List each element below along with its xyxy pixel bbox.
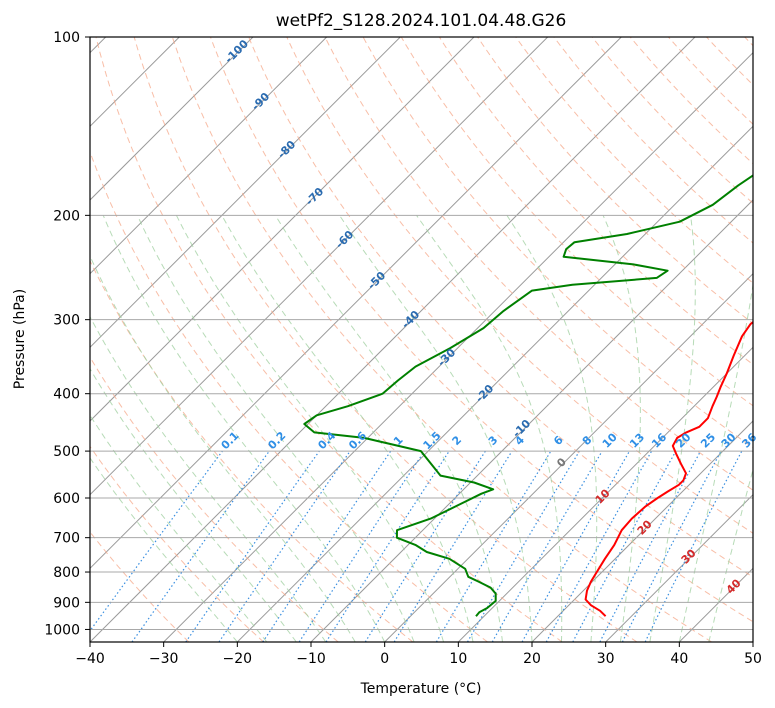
x-tick-label: −10 [296, 651, 326, 667]
mixing-ratio-line [185, 450, 320, 642]
moist-adiabat-line [90, 254, 356, 642]
mixing-ratio-line [90, 450, 223, 632]
moist-adiabat-line [102, 215, 386, 642]
y-tick-label: 400 [53, 387, 80, 403]
y-tick-label: 1000 [44, 622, 80, 638]
moist-adiabat-line [136, 215, 415, 642]
moist-adiabat-line [416, 215, 563, 642]
mixing-ratio-line [435, 450, 552, 642]
moist-adiabat-line [339, 215, 533, 642]
y-tick-label: 800 [53, 565, 80, 581]
x-tick-label: −40 [75, 651, 105, 667]
dry-adiabat-line [95, 37, 563, 642]
y-tick-label: 600 [53, 491, 80, 507]
isotherm-line [90, 37, 328, 275]
moist-adiabat-line [602, 215, 641, 642]
isotherm-line [384, 272, 753, 642]
y-tick-label: 100 [53, 30, 80, 46]
mixing-ratio-line [572, 450, 677, 642]
moist-adiabat-line [221, 215, 474, 642]
x-axis-title: Temperature (°C) [360, 681, 482, 697]
isotherm-line [90, 37, 475, 422]
moist-adiabat-line [90, 367, 297, 642]
x-tick-label: 10 [449, 651, 467, 667]
dry-adiabat-line [90, 445, 264, 642]
y-axis: 100 200 300 400 500 600 700 800 900 1000 [44, 30, 90, 638]
dry-adiabat-line [591, 37, 753, 204]
moist-adiabat-line [649, 215, 696, 642]
moist-adiabat-line [678, 282, 753, 642]
dry-adiabat-line [171, 37, 712, 642]
chart-title: wetPf2_S128.2024.101.04.48.G26 [276, 11, 567, 31]
y-axis-title: Pressure (hPa) [12, 289, 28, 389]
dry-adiabat-line [515, 37, 753, 284]
y-tick-label: 300 [53, 313, 80, 329]
mixing-ratio-line [131, 450, 270, 642]
moist-adiabat-line [274, 215, 503, 642]
moist-adiabat-line [90, 414, 268, 642]
mixing-ratio-line [491, 450, 603, 642]
isotherm-line [90, 37, 549, 496]
isotherm-line [605, 493, 753, 642]
dry-adiabat-line [362, 37, 753, 449]
x-tick-label: −30 [149, 651, 179, 667]
temperature-profile-line [584, 321, 753, 617]
isotherm-line [236, 125, 753, 642]
plot-frame [89, 36, 754, 643]
isotherm-line [90, 37, 622, 570]
isotherm-line [90, 37, 254, 201]
mixing-ratio-line [466, 450, 580, 642]
mixing-ratio-line [364, 450, 486, 642]
x-tick-label: −20 [223, 651, 253, 667]
dry-adiabat-line [400, 37, 753, 407]
dry-adiabat-line [248, 37, 753, 578]
isotherm-line [90, 37, 401, 349]
mixing-ratio-line [393, 450, 513, 642]
mixing-ratio-line [521, 450, 631, 642]
x-tick-label: 30 [597, 651, 615, 667]
x-tick-label: 0 [380, 651, 389, 667]
y-tick-label: 900 [53, 595, 80, 611]
y-tick-label: 200 [53, 208, 80, 224]
series-layer [303, 174, 753, 617]
dry-adiabat-line [210, 37, 753, 623]
mixing-ratio-line [545, 450, 653, 642]
y-tick-label: 700 [53, 531, 80, 547]
mixing-ratio-line [325, 450, 450, 642]
moist-adiabat-line [90, 457, 238, 642]
dewpoint-profile-line [303, 174, 753, 617]
moist-adiabat-line [90, 315, 327, 642]
x-tick-label: 20 [523, 651, 541, 667]
dry-adiabat-line [629, 37, 753, 165]
dry-adiabat-line [324, 37, 753, 491]
x-axis: −40 −30 −20 −10 0 10 20 30 40 50 [75, 642, 762, 667]
moist-adiabat-line [175, 215, 445, 642]
isotherm-line [90, 37, 696, 642]
mixing-ratio-line [218, 450, 351, 642]
dry-adiabat-line [477, 37, 753, 325]
dry-adiabat-line [133, 37, 638, 642]
x-tick-label: 40 [670, 651, 688, 667]
x-tick-label: 50 [744, 651, 762, 667]
y-tick-label: 500 [53, 444, 80, 460]
